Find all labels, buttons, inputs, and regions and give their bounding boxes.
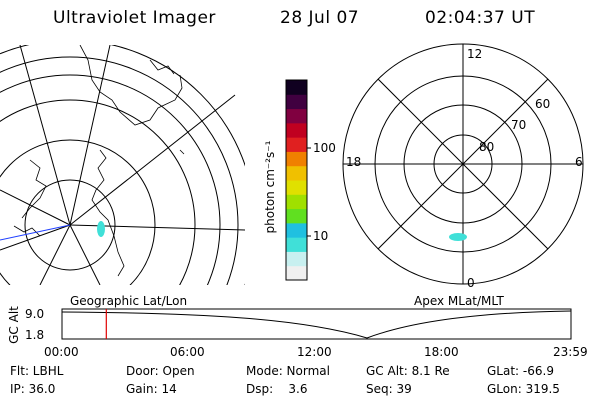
colorbar-unit-label: photon cm⁻²s⁻¹ <box>263 140 277 234</box>
colorbar-cell <box>286 180 307 195</box>
info-seq: Seq: 39 <box>366 382 412 396</box>
colorbar-cell <box>286 151 307 167</box>
info-mode: Mode: Normal <box>246 364 330 378</box>
info-glat: GLat: -66.9 <box>487 364 554 378</box>
timeline-x-0: 00:00 <box>44 345 79 359</box>
colorbar-cell <box>286 108 307 124</box>
timeline-y-max: 9.0 <box>25 307 45 321</box>
observation-time: 02:04:37 UT <box>425 8 536 28</box>
colorbar-cell <box>286 265 307 281</box>
mlt-label-18: 18 <box>346 155 362 169</box>
timeline-axis-label: GC Alt <box>7 306 21 344</box>
timeline-x-3: 18:00 <box>424 345 459 359</box>
geographic-map-label: Geographic Lat/Lon <box>70 294 188 308</box>
aurora-emission-icon <box>449 233 467 241</box>
imager-title: Ultraviolet Imager <box>53 8 216 28</box>
mlat-label-60: 60 <box>535 97 551 111</box>
colorbar-cell <box>286 165 307 181</box>
apex-polar-plot <box>342 43 584 285</box>
timeline-x-1: 06:00 <box>170 345 205 359</box>
observation-date: 28 Jul 07 <box>280 8 360 28</box>
timeline-y-min: 1.8 <box>25 328 45 342</box>
info-door: Door: Open <box>126 364 195 378</box>
mlat-label-70: 70 <box>511 118 527 132</box>
colorbar-tick-10: 10 <box>313 229 329 243</box>
colorbar-cell <box>286 137 307 152</box>
colorbar-cell <box>286 122 307 138</box>
altitude-timeline <box>61 308 572 340</box>
colorbar-tick-100: 100 <box>313 141 336 155</box>
info-ip: IP: 36.0 <box>10 382 56 396</box>
colorbar <box>285 79 311 281</box>
mlt-label-12: 12 <box>467 47 483 61</box>
info-glon: GLon: 319.5 <box>487 382 560 396</box>
info-dsp: Dsp: 3.6 <box>246 382 308 396</box>
info-gain: Gain: 14 <box>126 382 177 396</box>
geographic-map <box>0 45 245 285</box>
colorbar-cell <box>286 237 307 252</box>
apex-map-label: Apex MLat/MLT <box>414 294 504 308</box>
info-flt: Flt: LBHL <box>10 364 64 378</box>
colorbar-cell <box>286 251 307 267</box>
timeline-x-2: 12:00 <box>297 345 332 359</box>
colorbar-cell <box>286 94 307 110</box>
mlt-label-6: 6 <box>575 155 583 169</box>
timeline-x-4: 23:59 <box>553 345 588 359</box>
mlat-label-80: 80 <box>479 140 495 154</box>
mlt-label-0: 0 <box>467 276 475 290</box>
colorbar-cell <box>286 222 307 238</box>
uvi-emission-icon <box>97 221 105 237</box>
colorbar-cell <box>286 194 307 210</box>
info-gc-alt: GC Alt: 8.1 Re <box>366 364 450 378</box>
colorbar-cell <box>286 80 307 95</box>
colorbar-cell <box>286 208 307 224</box>
